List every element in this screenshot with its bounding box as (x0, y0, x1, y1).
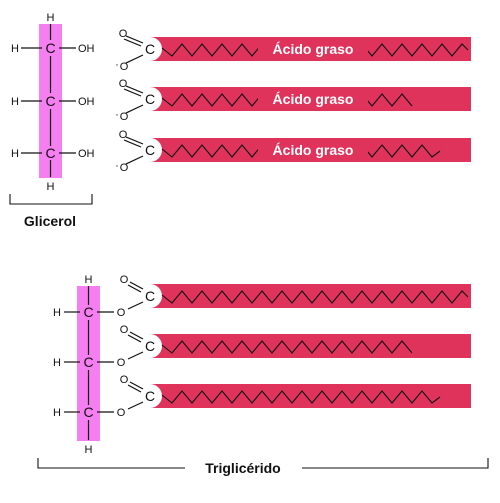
triglyceride-hydrogen-top: H (85, 274, 93, 286)
glycerol-hydrogen-2: H (11, 96, 19, 108)
triglyceride-oxygen-1: O (117, 307, 126, 319)
fatty-acid-3-oxygen-negative: O (120, 162, 129, 174)
glycerol-hydrogen-bottom: H (47, 181, 55, 193)
fatty-acid-2-carboxyl-cap (138, 87, 162, 111)
glycerol-backbone (39, 24, 62, 178)
triglyceride-chain-3-oxygen: O (120, 374, 129, 386)
triglyceride-chain-2-band (150, 334, 471, 358)
fatty-acid-3-carbon: C (145, 142, 155, 158)
triglyceride-backbone (77, 286, 100, 441)
glycerol-carbon-3: C (45, 145, 55, 161)
triglyceride-hydrogen-1: H (53, 307, 61, 319)
triglyceride-chain-2-oxygen: O (120, 324, 129, 336)
fatty-acid-3-carboxyl-cap (138, 138, 162, 162)
triglyceride-chain-1-zigzag (161, 290, 469, 304)
fatty-acid-1-oxygen-double: O (119, 28, 128, 40)
fatty-acid-1-carbon: C (145, 41, 155, 57)
fatty-acid-2-carbon: C (145, 91, 155, 107)
triglyceride-hydrogen-bottom: H (85, 444, 93, 456)
triglyceride-carbon-2: C (83, 354, 93, 370)
fatty-acid-3: C O O · Ácido graso (115, 129, 471, 174)
glycerol-hydrogen-3: H (11, 148, 19, 160)
triglyceride-chain-1-cap (138, 284, 162, 308)
triglyceride-chain-2-cap (138, 334, 162, 358)
fatty-acid-1-carboxyl-cap (138, 37, 162, 61)
svg-text:·: · (115, 59, 119, 71)
fatty-acid-1: C O O · Ácido graso (115, 28, 471, 73)
triglyceride-chain-1-oxygen: O (120, 274, 129, 286)
triglyceride-oxygen-3: O (117, 407, 126, 419)
glycerol-molecule: H H H C OH H C OH H C OH Glicerol (9, 12, 95, 229)
triglyceride-chain-3-carbon: C (145, 388, 155, 404)
fatty-acid-3-label: Ácido graso (273, 142, 354, 158)
triglyceride-carbon-3: C (83, 404, 93, 420)
glycerol-hydroxyl-1: OH (78, 43, 95, 55)
triglyceride-chain-1-carbon: C (145, 288, 155, 304)
glycerol-carbon-2: C (45, 93, 55, 109)
triglyceride-oxygen-2: O (117, 357, 126, 369)
triglyceride-chain-3-cap (138, 384, 162, 408)
glycerol-carbon-1: C (45, 40, 55, 56)
fatty-acid-1-label: Ácido graso (273, 41, 354, 57)
svg-text:·: · (115, 160, 119, 172)
glycerol-hydroxyl-2: OH (78, 96, 95, 108)
fatty-acid-2-oxygen-negative: O (120, 111, 129, 123)
triglyceride-carbon-1: C (83, 304, 93, 320)
triglyceride-chain-2-zigzag (161, 340, 413, 354)
triglyceride-bracket-left (37, 458, 185, 469)
triglyceride-molecule: H H H C O H C O H C O C O C O C (37, 274, 489, 476)
triglyceride-hydrogen-3: H (53, 407, 61, 419)
triglyceride-chain-3-zigzag (161, 390, 441, 404)
glycerol-bracket (9, 194, 93, 205)
fatty-acid-2-oxygen-double: O (119, 78, 128, 90)
fatty-acid-3-oxygen-double: O (119, 129, 128, 141)
glycerol-hydrogen-1: H (11, 43, 19, 55)
fatty-acid-2-label: Ácido graso (273, 91, 354, 107)
fatty-acid-2: C O O · Ácido graso (115, 78, 471, 123)
triglyceride-hydrogen-2: H (53, 357, 61, 369)
glycerol-label: Glicerol (24, 213, 76, 229)
glycerol-hydroxyl-3: OH (78, 148, 95, 160)
fatty-acid-1-oxygen-negative: O (120, 61, 129, 73)
glycerol-hydrogen-top: H (47, 12, 55, 24)
triglyceride-label: Triglicérido (205, 460, 280, 476)
triglyceride-bracket-right (302, 458, 489, 469)
svg-text:·: · (115, 109, 119, 121)
triglyceride-chain-2-carbon: C (145, 338, 155, 354)
